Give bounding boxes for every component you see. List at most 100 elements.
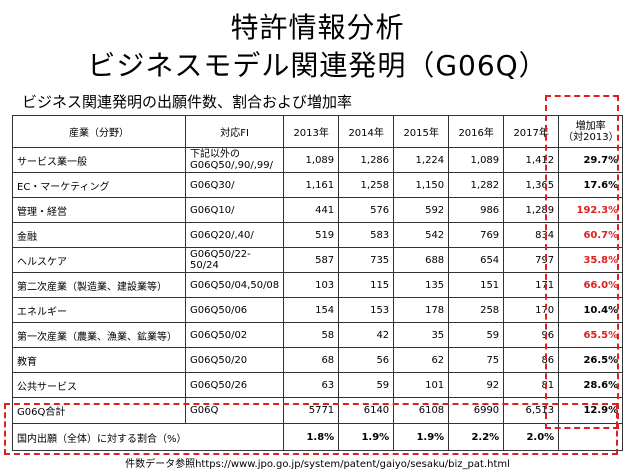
value-cell: 75	[448, 347, 505, 373]
growth-rate-highlight	[545, 95, 619, 429]
value-cell: 6140	[338, 397, 395, 424]
value-cell: 769	[448, 222, 505, 248]
industry-cell: エネルギー	[12, 297, 186, 323]
value-cell: 1,089	[283, 147, 340, 173]
value-cell: 42	[338, 322, 395, 348]
page-subtitle-g06q: ビジネスモデル関連発明（G06Q）	[87, 49, 548, 82]
industry-cell: 第二次産業（製造業、建設業等）	[12, 272, 186, 298]
fi-cell: G06Q50/04,50/08	[184, 272, 285, 298]
value-cell: 1,224	[393, 147, 450, 173]
growth-rate-cell: 192.3%	[558, 197, 624, 223]
value-cell: 735	[338, 247, 395, 273]
value-cell: 178	[393, 297, 450, 323]
table-row: 管理・経営 G06Q10/441 576 592 986 1,289 192.3%	[12, 197, 624, 223]
value-cell: 258	[448, 297, 505, 323]
value-cell: 170	[503, 297, 560, 323]
industry-cell: 金融	[12, 222, 186, 248]
value-cell: 1,286	[338, 147, 395, 173]
share-value-cell: 1.8%	[283, 423, 340, 451]
fi-cell: G06Q20/,40/	[184, 222, 285, 248]
value-cell: 441	[283, 197, 340, 223]
value-cell: 583	[338, 222, 395, 248]
page-title: 特許情報分析	[230, 11, 405, 44]
value-cell: 1,365	[503, 172, 560, 198]
value-cell: 96	[503, 322, 560, 348]
growth-rate-cell: 12.9%	[558, 397, 624, 424]
value-cell: 59	[448, 322, 505, 348]
value-cell: 63	[283, 372, 340, 398]
value-cell: 688	[393, 247, 450, 273]
value-cell: 5771	[283, 397, 340, 424]
header-cell: 2017年	[503, 115, 560, 148]
value-cell: 542	[393, 222, 450, 248]
value-cell: 101	[393, 372, 450, 398]
value-cell: 56	[338, 347, 395, 373]
header-cell: 産業（分野）	[12, 115, 186, 148]
header-cell: 2016年	[448, 115, 505, 148]
header-cell: 2015年	[393, 115, 450, 148]
industry-cell: ヘルスケア	[12, 247, 186, 273]
growth-rate-cell: 35.8%	[558, 247, 624, 273]
total-row: G06Q合計 G06Q 5771 6140 6108 6990 6,513 12.9%	[12, 397, 624, 424]
fi-cell: G06Q50/22-50/24	[184, 247, 285, 273]
value-cell: 135	[393, 272, 450, 298]
value-cell: 81	[503, 372, 560, 398]
value-cell: 1,089	[448, 147, 505, 173]
value-cell: 58	[283, 322, 340, 348]
industry-cell: G06Q合計	[12, 397, 186, 424]
fi-cell: G06Q30/	[184, 172, 285, 198]
table-row: 第二次産業（製造業、建設業等） G06Q50/04,50/08 103 115 135 1…	[12, 272, 624, 298]
table-row: ヘルスケア G06Q50/22-50/24 587 735 688 654 797 35.8%	[12, 247, 624, 273]
value-cell: 59	[338, 372, 395, 398]
growth-rate-cell: 29.7%	[558, 147, 624, 173]
value-cell: 986	[448, 197, 505, 223]
fi-cell: G06Q50/20	[184, 347, 285, 373]
value-cell: 103	[283, 272, 340, 298]
industry-cell: 教育	[12, 347, 186, 373]
table-row: サービス業一般 下記以外の G06Q50/,90/,99/1,089 1,286 1,…	[12, 147, 624, 173]
growth-rate-cell: 65.5%	[558, 322, 624, 348]
industry-cell: 管理・経営	[12, 197, 186, 223]
value-cell: 153	[338, 297, 395, 323]
table-row: 教育 G06Q50/20 68 56 62 75 86 26.5%	[12, 347, 624, 373]
table-row: 公共サービス G06Q50/26 63 59 101 92 81 28.6%	[12, 372, 624, 398]
value-cell: 154	[283, 297, 340, 323]
header-row: 産業（分野） 対応FI 2013年 2014年 2015年 2016年 2017…	[12, 115, 624, 148]
fi-cell: G06Q50/06	[184, 297, 285, 323]
share-label-cell: 国内出願（全体）に対する割合（%）	[11, 423, 285, 451]
industry-cell: サービス業一般	[12, 147, 186, 173]
value-cell: 1,161	[283, 172, 340, 198]
table-caption: ビジネス関連発明の出願件数、割合および増加率	[22, 93, 353, 111]
value-cell: 92	[448, 372, 505, 398]
value-cell: 834	[503, 222, 560, 248]
table-row: エネルギー G06Q50/06 154 153 178 258 170 10.4%	[12, 297, 624, 323]
value-cell: 86	[503, 347, 560, 373]
total-highlight	[4, 403, 618, 455]
header-cell: 2013年	[283, 115, 340, 148]
table-row: EC・マーケティング G06Q30/1,161 1,258 1,150 1,282 1,3…	[12, 172, 624, 198]
value-cell: 1,258	[338, 172, 395, 198]
growth-rate-cell: 66.0%	[558, 272, 624, 298]
share-value-cell: 1.9%	[393, 423, 450, 451]
value-cell: 62	[393, 347, 450, 373]
value-cell: 115	[338, 272, 395, 298]
value-cell: 151	[448, 272, 505, 298]
fi-cell: G06Q10/	[184, 197, 285, 223]
table-row: 第一次産業（農業、漁業、鉱業等） G06Q50/02 58 42 35 59 96 65.5%	[12, 322, 624, 348]
value-cell: 171	[503, 272, 560, 298]
fi-cell: G06Q50/02	[184, 322, 285, 348]
growth-rate-cell: 60.7%	[558, 222, 624, 248]
table-row: 金融 G06Q20/,40/519 583 542 769 834 60.7%	[12, 222, 624, 248]
value-cell: 576	[338, 197, 395, 223]
header-cell: 2014年	[338, 115, 395, 148]
industry-cell: 第一次産業（農業、漁業、鉱業等）	[12, 322, 186, 348]
value-cell: 654	[448, 247, 505, 273]
header-cell: 対応FI	[184, 115, 285, 148]
industry-cell: EC・マーケティング	[12, 172, 186, 198]
value-cell: 587	[283, 247, 340, 273]
fi-cell: G06Q50/26	[184, 372, 285, 398]
value-cell: 68	[283, 347, 340, 373]
source-note: 件数データ参照https://www.jpo.go.jp/system/pate…	[125, 459, 510, 470]
industry-cell: 公共サービス	[12, 372, 186, 398]
value-cell: 1,150	[393, 172, 450, 198]
